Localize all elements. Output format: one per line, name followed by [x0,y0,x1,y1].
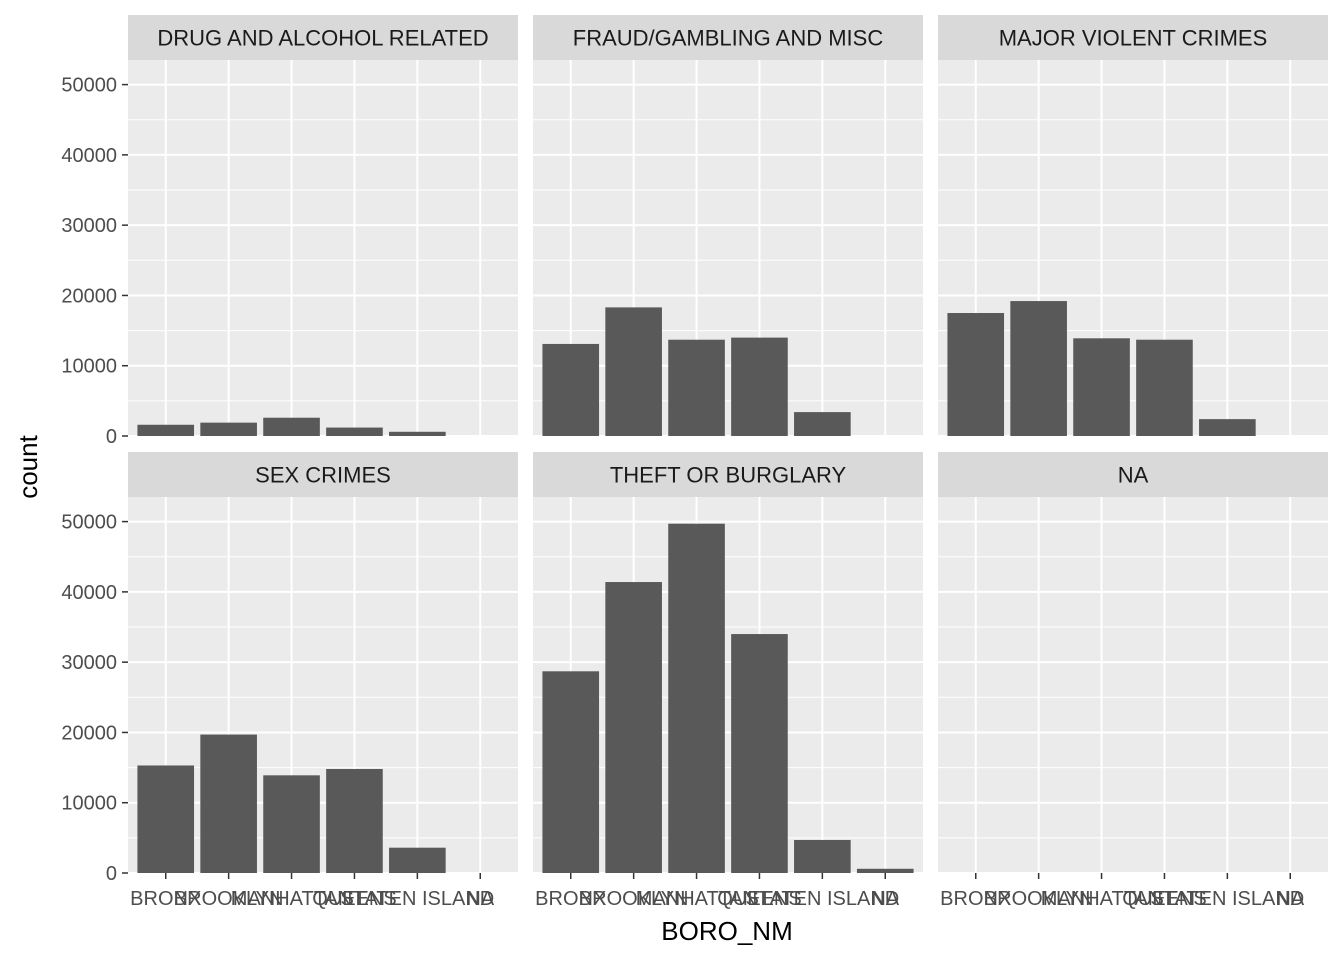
panel-background [128,60,518,436]
bar [263,417,320,436]
facet-panels: DRUG AND ALCOHOL RELATED 0 10000 20000 30000… [61,15,1328,910]
x-tick-label: BROOKLYN [579,888,689,910]
facet-title: FRAUD/GAMBLING AND MISC [573,26,884,51]
y-axis-title: count [13,434,43,498]
bar [605,307,662,436]
facet-panel: THEFT OR BURGLARY BRONXBROOKLYNMANHATTANQ… [533,452,923,910]
y-tick-label: 20000 [61,722,117,744]
y-tick-label: 30000 [61,215,117,237]
bar [731,634,788,873]
y-tick-label: 50000 [61,75,117,97]
x-tick-label: MANHATTAN [231,888,352,910]
x-tick-label: STATEN ISLAND [1150,888,1304,910]
facet-strip [938,452,1328,497]
facet-title: DRUG AND ALCOHOL RELATED [157,26,488,51]
x-tick-label: MANHATTAN [1041,888,1162,910]
panel-background [938,497,1328,873]
y-tick-label: 50000 [61,512,117,534]
x-tick-label: QUEENS [1122,888,1206,910]
bar [731,337,788,436]
facet-strip [533,15,923,60]
bar [389,431,446,436]
bar [200,734,257,873]
y-tick-label: 0 [106,863,117,885]
bar [263,775,320,873]
y-tick-label: 10000 [61,793,117,815]
x-tick-label: NA [1276,888,1304,910]
bar [1073,338,1130,436]
bar [137,424,195,436]
bar [605,582,662,873]
bar [1010,301,1067,436]
bar [1199,419,1256,436]
bar [326,427,383,436]
x-tick-label: NA [466,888,494,910]
x-tick-label: STATEN ISLAND [340,888,494,910]
y-tick-label: 40000 [61,145,117,167]
facet-strip [533,452,923,497]
facet-panel: FRAUD/GAMBLING AND MISC [533,15,923,437]
bar [668,339,725,436]
y-tick-label: 40000 [61,582,117,604]
x-axis-title: BORO_NM [661,916,792,946]
facet-strip [128,15,518,60]
x-tick-label: BROOKLYN [984,888,1094,910]
x-tick-label: BRONX [535,888,606,910]
bar [668,523,725,873]
facet-title: MAJOR VIOLENT CRIMES [999,26,1268,51]
bar [200,422,257,436]
bar [389,847,446,873]
y-tick-label: 30000 [61,652,117,674]
facet-title: THEFT OR BURGLARY [610,463,847,488]
bar [856,868,914,873]
bar [947,313,1005,436]
bar [794,412,851,436]
facet-panel: SEX CRIMES 0 10000 20000 30000 40000 50000 BRON… [61,452,518,910]
x-tick-label: BRONX [940,888,1011,910]
x-tick-label: BRONX [130,888,201,910]
facet-title: SEX CRIMES [255,463,391,488]
x-tick-label: QUEENS [312,888,396,910]
y-tick-label: 10000 [61,356,117,378]
bar [794,839,851,873]
x-tick-label: BROOKLYN [174,888,284,910]
facet-strip [128,452,518,497]
bar [542,671,600,873]
bar [326,768,383,873]
bar [137,765,195,873]
y-tick-label: 0 [106,426,117,448]
y-tick-label: 20000 [61,285,117,307]
bar [1136,339,1193,436]
facet-panel: DRUG AND ALCOHOL RELATED 0 10000 20000 30000… [61,15,518,448]
x-tick-label: STATEN ISLAND [745,888,899,910]
x-tick-label: QUEENS [717,888,801,910]
facet-title: NA [1118,463,1149,488]
bar [542,343,600,436]
facet-strip [938,15,1328,60]
x-tick-label: MANHATTAN [636,888,757,910]
x-tick-label: NA [871,888,899,910]
facet-panel: MAJOR VIOLENT CRIMES [938,15,1328,437]
